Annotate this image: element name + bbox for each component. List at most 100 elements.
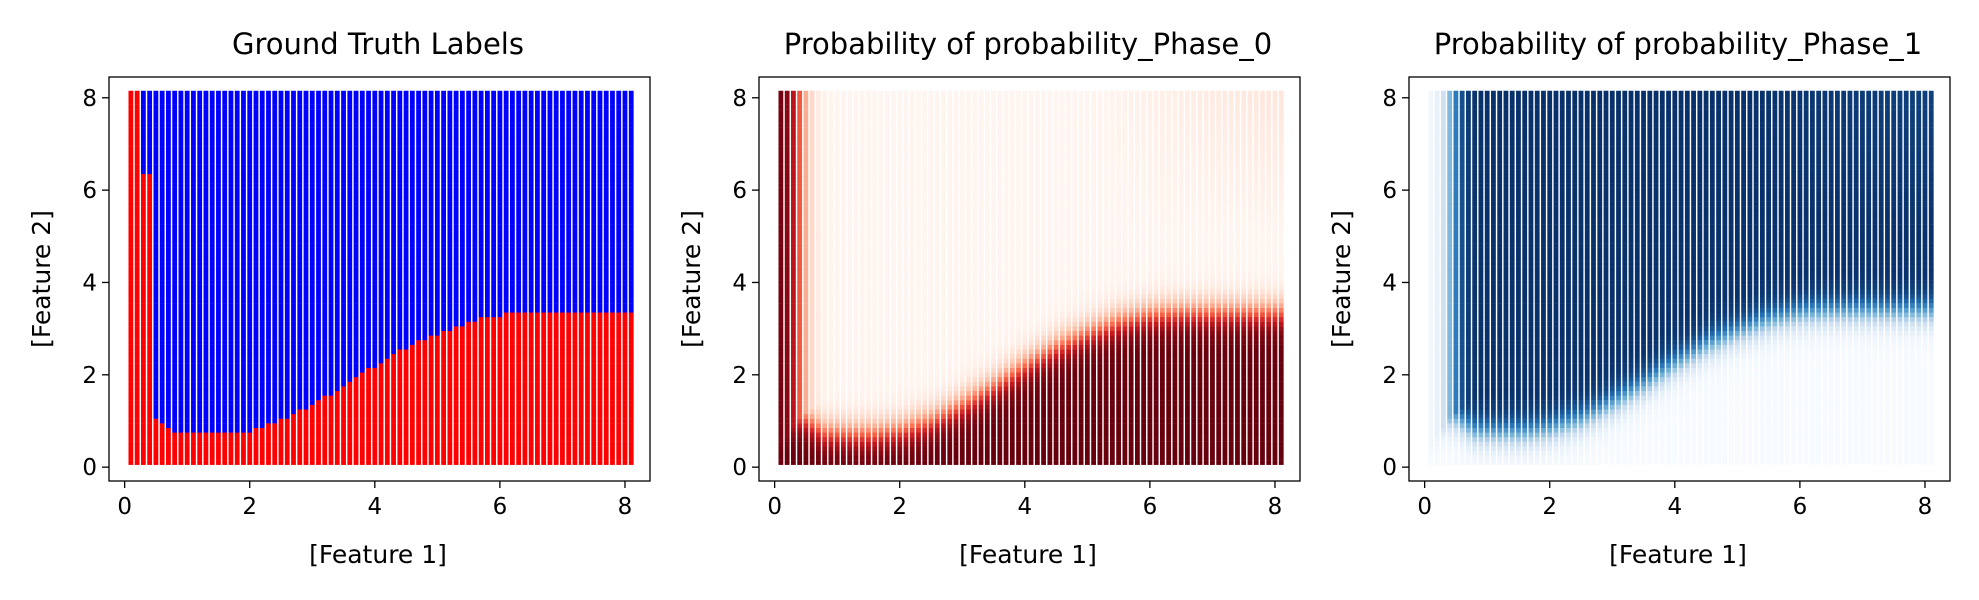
data-point: [203, 275, 209, 281]
data-point: [322, 432, 328, 438]
data-point: [353, 307, 359, 313]
data-point: [203, 372, 209, 378]
data-point: [241, 146, 246, 151]
data-point: [422, 423, 428, 428]
data-point: [322, 293, 328, 299]
data-point: [284, 243, 290, 248]
data-point: [347, 390, 353, 396]
data-point: [322, 178, 328, 184]
data-point: [272, 178, 278, 184]
data-point: [228, 358, 234, 364]
data-point: [228, 400, 234, 405]
data-point: [247, 427, 253, 433]
data-point: [466, 192, 472, 198]
data-point: [297, 210, 303, 216]
data-point: [503, 247, 509, 253]
data-point: [316, 99, 321, 105]
data-point: [472, 386, 478, 392]
data-point: [459, 400, 465, 405]
data-point: [378, 132, 384, 138]
data-point: [328, 303, 334, 308]
data-point: [322, 95, 328, 101]
data-point: [353, 312, 359, 318]
data-point: [172, 127, 178, 133]
data-point: [472, 460, 478, 465]
data-point: [178, 192, 184, 198]
data-point: [272, 127, 278, 133]
data-point: [172, 280, 178, 285]
data-point: [322, 155, 328, 161]
data-point: [266, 233, 271, 239]
data-point: [409, 330, 415, 336]
data-point: [178, 280, 184, 285]
data-point: [366, 437, 371, 442]
data-point: [234, 229, 240, 235]
data-point: [353, 441, 359, 447]
data-point: [459, 427, 465, 433]
data-point: [334, 293, 340, 299]
data-point: [191, 275, 196, 281]
data-point: [316, 118, 321, 124]
data-point: [391, 423, 396, 428]
data-point: [353, 293, 359, 299]
data-point: [316, 390, 321, 396]
data-point: [384, 247, 390, 253]
data-point: [428, 437, 434, 442]
data-point: [253, 275, 259, 281]
data-point: [441, 266, 447, 272]
data-point: [216, 196, 221, 202]
data-point: [241, 363, 246, 368]
data-point: [484, 275, 490, 281]
data-point: [416, 155, 421, 161]
data-point: [497, 353, 503, 359]
data-point: [441, 450, 447, 456]
data-point: [147, 441, 153, 447]
data-point: [278, 201, 284, 207]
data-point: [397, 155, 403, 161]
data-point: [453, 155, 459, 161]
data-point: [241, 418, 246, 424]
data-point: [141, 243, 146, 248]
data-point: [241, 256, 246, 262]
data-point: [234, 95, 240, 101]
data-point: [253, 113, 259, 119]
data-point: [259, 280, 265, 285]
data-point: [384, 390, 390, 396]
data-point: [197, 386, 203, 392]
data-point: [409, 437, 415, 442]
data-point: [309, 160, 315, 165]
data-point: [147, 321, 153, 327]
data-point: [422, 293, 428, 299]
data-point: [247, 146, 253, 151]
data-point: [453, 298, 459, 304]
data-point: [384, 118, 390, 124]
data-point: [359, 363, 365, 368]
data-point: [172, 432, 178, 438]
data-point: [478, 206, 484, 211]
data-point: [453, 95, 459, 101]
data-point: [403, 113, 409, 119]
data-point: [147, 243, 153, 248]
data-point: [484, 284, 490, 290]
data-point: [172, 173, 178, 179]
data-point: [466, 418, 472, 424]
data-point: [453, 307, 459, 313]
data-point: [391, 330, 396, 336]
data-point: [316, 183, 321, 188]
data-point: [428, 233, 434, 239]
data-point: [428, 275, 434, 281]
data-point: [378, 317, 384, 322]
data-point: [166, 141, 171, 147]
data-point: [134, 104, 140, 110]
data-point: [297, 136, 303, 142]
data-point: [184, 266, 190, 272]
data-point: [134, 146, 140, 151]
data-point: [253, 423, 259, 428]
data-point: [316, 270, 321, 276]
data-point: [209, 390, 215, 396]
data-point: [491, 150, 497, 156]
data-point: [472, 109, 478, 115]
data-point: [272, 266, 278, 272]
data-point: [209, 183, 215, 188]
data-point: [178, 132, 184, 138]
